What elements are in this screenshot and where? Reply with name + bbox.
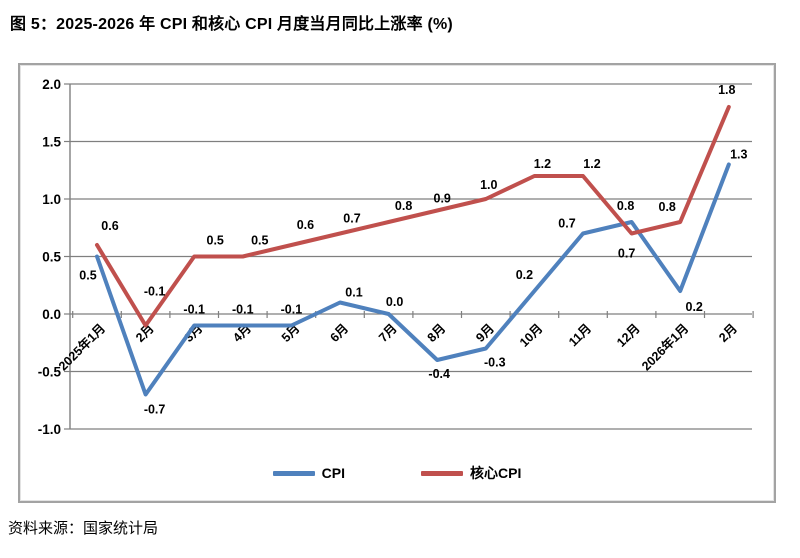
data-point-label: 1.0 [480,178,497,192]
data-point-label: -0.1 [183,303,205,317]
legend-label-cpi: CPI [321,465,345,481]
data-point-label: 0.5 [251,234,268,248]
data-point-label: 0.6 [297,218,314,232]
core-cpi-line [95,105,731,328]
data-point-label: 0.7 [618,247,635,261]
y-tick-label: 2.0 [42,77,61,92]
y-tick-label: 1.0 [42,192,61,207]
data-point-label: 0.8 [659,200,676,214]
data-point-label: -0.4 [428,367,450,381]
chart-container: 2.0 1.5 1.0 0.5 0.0 -0.5 -1.0 2025年1月 2月 3月 4月 5月 6月… [18,63,776,503]
x-category-label: 10月 [517,321,546,350]
data-point-label: 1.8 [718,83,735,97]
core-cpi-line-swatch [421,470,463,476]
legend-item-cpi: CPI [272,465,345,481]
legend-label-core-cpi: 核心CPI [470,465,522,481]
source-note: 资料来源：国家统计局 [8,520,159,537]
x-category-label: 7月 [376,321,400,345]
data-point-label: -0.1 [232,303,254,317]
data-point-label: 0.6 [101,219,118,233]
y-tick-label: -1.0 [38,422,61,437]
x-category-label: 6月 [327,321,351,345]
x-category-label: 11月 [566,321,594,349]
data-point-label: 0.5 [207,234,224,248]
data-point-label: 0.1 [345,286,362,300]
data-point-label: -0.7 [144,403,166,417]
legend: CPI 核心CPI [20,461,774,485]
data-point-label: 0.0 [386,295,403,309]
data-point-label: -0.3 [484,356,506,370]
x-category-label: 12月 [614,321,643,350]
data-point-label: 0.7 [558,217,575,231]
data-point-label: 0.9 [434,192,451,206]
y-tick-label: 0.5 [42,250,61,265]
data-point-label: 0.2 [686,300,703,314]
y-tick-label: 0.0 [42,307,61,322]
data-point-label: 0.7 [343,212,360,226]
x-category-label: 8月 [425,321,449,345]
data-point-label: 1.2 [583,157,600,171]
cpi-line-swatch [272,470,315,476]
data-point-label: 0.2 [516,268,533,282]
y-tick-label: -0.5 [38,365,62,380]
data-point-label: -0.1 [281,303,303,317]
data-point-label: -0.1 [144,285,166,299]
data-point-label: 0.8 [617,199,634,213]
data-point-label: 0.5 [79,269,96,283]
legend-item-core-cpi: 核心CPI [421,463,521,483]
x-category-label: 2025年1月 [55,321,108,374]
data-point-label: 1.3 [730,148,747,162]
data-point-label: 1.2 [534,157,551,171]
data-point-label: 0.8 [395,199,412,213]
x-category-label: 2026年1月 [638,321,691,374]
y-tick-label: 1.5 [42,135,61,150]
x-category-label: 2月 [716,321,740,345]
figure-title: 图 5：2025-2026 年 CPI 和核心 CPI 月度当月同比上涨率 (%… [10,16,453,33]
